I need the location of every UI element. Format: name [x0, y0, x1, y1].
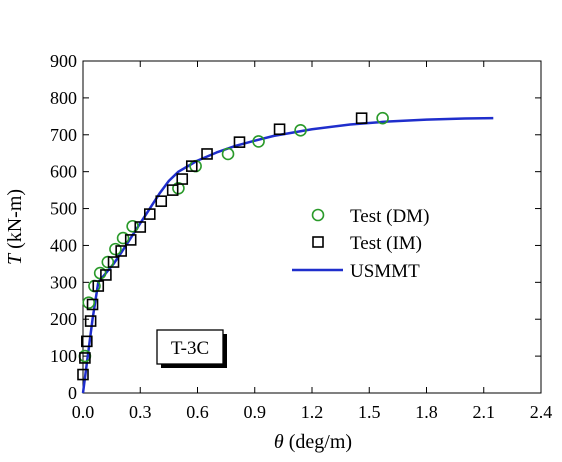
x-tick-label: 2.4	[530, 402, 553, 422]
x-tick-label: 0.3	[129, 402, 152, 422]
data-point-im	[185, 160, 198, 172]
legend-label-dm: Test (DM)	[350, 206, 429, 227]
plot-frame	[82, 60, 542, 394]
y-axis-label: T (kN-m)	[4, 189, 26, 265]
series-markers-group	[77, 111, 389, 381]
data-point-im	[77, 368, 89, 381]
data-point-dm	[82, 296, 96, 309]
y-tick-label: 400	[50, 235, 77, 255]
data-point-im	[273, 123, 286, 136]
annotation-frame	[156, 329, 224, 365]
legend-marker-im	[312, 236, 324, 248]
x-tick-label: 2.1	[473, 402, 496, 422]
y-tick-label: 0	[68, 383, 77, 403]
data-point-dm	[376, 111, 389, 125]
x-ticks: 0.0 0.3 0.6 0.9 1.2 1.5 1.8 2.1 2.4	[72, 61, 553, 422]
series-line-group	[81, 116, 494, 394]
data-point-dm	[116, 231, 130, 245]
y-tick-label: 700	[50, 125, 77, 145]
data-point-im	[84, 315, 97, 327]
data-point-dm	[252, 135, 265, 148]
data-point-im	[155, 195, 168, 207]
x-tick-label: 0.0	[72, 402, 95, 422]
series-line-usmmt	[81, 116, 494, 394]
data-point-im	[355, 112, 368, 124]
x-axis-label: θ (deg/m)	[274, 431, 352, 453]
y-tick-label: 600	[50, 162, 77, 182]
data-point-dm	[294, 124, 307, 137]
data-point-im	[166, 184, 179, 196]
data-point-im	[201, 148, 213, 160]
x-tick-label: 1.5	[358, 402, 381, 422]
y-tick-label: 100	[50, 346, 77, 366]
data-point-im	[86, 298, 99, 311]
legend: Test (DM) Test (IM) USMMT	[292, 206, 429, 282]
legend-label-usmmt: USMMT	[350, 261, 420, 282]
data-point-dm	[221, 147, 235, 161]
y-tick-label: 500	[50, 199, 77, 219]
data-point-im	[134, 221, 147, 233]
data-point-im	[115, 245, 127, 257]
data-point-im	[124, 234, 137, 246]
data-point-im	[107, 256, 120, 268]
x-tick-label: 1.8	[415, 402, 438, 422]
legend-marker-dm	[311, 208, 325, 222]
data-point-dm	[126, 219, 139, 233]
data-point-im	[81, 335, 93, 348]
y-tick-label: 900	[50, 51, 77, 71]
data-point-im	[92, 280, 105, 292]
legend-label-im: Test (IM)	[350, 233, 422, 254]
data-point-im	[233, 136, 246, 148]
data-point-im	[143, 208, 156, 220]
y-tick-label: 300	[50, 272, 77, 292]
data-point-im	[100, 269, 112, 281]
y-tick-label: 800	[50, 88, 77, 108]
y-ticks: 0 100 200 300 400 500 600 700 800 900	[50, 51, 541, 403]
annotation-box: T-3C	[156, 329, 227, 368]
data-point-im	[176, 173, 189, 185]
x-tick-label: 1.2	[301, 402, 324, 422]
x-tick-label: 0.6	[186, 402, 209, 422]
x-tick-label: 0.9	[244, 402, 267, 422]
data-point-im	[79, 352, 91, 364]
y-tick-label: 200	[50, 309, 77, 329]
annotation-label: T-3C	[171, 338, 209, 359]
